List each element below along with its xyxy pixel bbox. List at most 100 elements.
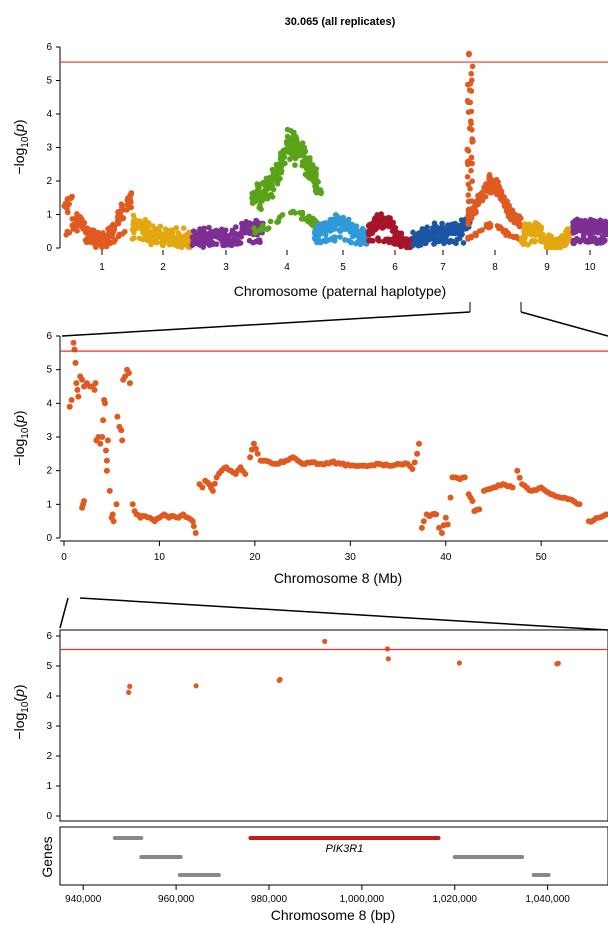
chr8-point bbox=[97, 440, 104, 447]
chr8-point bbox=[158, 513, 165, 519]
chr8-point bbox=[129, 501, 136, 508]
genome-point bbox=[416, 230, 422, 236]
genome-point bbox=[327, 228, 334, 234]
chr8-point bbox=[402, 460, 409, 467]
chr8-y-axis-label: −log10(p) bbox=[11, 410, 31, 465]
chr8-x-tick-label: 20 bbox=[249, 552, 261, 563]
genome-point bbox=[455, 222, 462, 229]
genome-point bbox=[507, 208, 514, 215]
genome-point bbox=[521, 231, 528, 237]
genome-point bbox=[485, 221, 492, 228]
genome-point bbox=[317, 223, 323, 229]
chr8-point bbox=[110, 518, 117, 525]
genome-point bbox=[95, 238, 102, 245]
genome-point bbox=[157, 223, 164, 230]
genome-point bbox=[138, 225, 144, 232]
genome-point bbox=[387, 237, 394, 243]
chr8-point bbox=[126, 380, 133, 387]
locus-y-tick-label: 4 bbox=[46, 691, 52, 702]
genome-point bbox=[586, 220, 592, 227]
genome-y-tick-label: 3 bbox=[46, 143, 52, 154]
genome-point bbox=[285, 141, 292, 147]
locus-point bbox=[322, 638, 328, 645]
chr8-point bbox=[278, 458, 285, 465]
genome-point bbox=[311, 230, 318, 236]
locus-x-tick-label: 980,000 bbox=[251, 894, 288, 905]
genome-point bbox=[535, 221, 542, 228]
figure-title: 30.065 (all replicates) bbox=[285, 16, 396, 28]
genome-chromosome-label: 7 bbox=[440, 262, 446, 273]
locus-y-tick-label: 6 bbox=[46, 631, 52, 642]
genome-point bbox=[317, 239, 324, 246]
genome-point bbox=[167, 236, 174, 242]
genome-point bbox=[332, 224, 338, 230]
genome-point bbox=[465, 109, 472, 115]
genome-point bbox=[244, 228, 250, 234]
genome-point bbox=[460, 240, 467, 246]
genome-point bbox=[159, 239, 165, 246]
genome-point bbox=[600, 237, 606, 244]
genome-point bbox=[348, 226, 355, 233]
chr8-point bbox=[535, 485, 542, 492]
chr8-point bbox=[392, 461, 399, 468]
genome-point bbox=[464, 146, 471, 153]
chr8-point bbox=[239, 468, 246, 474]
genome-manhattan-panel: 0 1 2 3 4 5 6 1 2 3 4 5 6 7 8 9 10 Chromosome (paternal … bbox=[11, 42, 608, 299]
genome-point bbox=[490, 184, 497, 191]
genome-point bbox=[85, 229, 92, 235]
genome-point bbox=[131, 223, 137, 229]
genome-point bbox=[322, 223, 329, 229]
genome-points bbox=[61, 50, 608, 251]
genome-point bbox=[467, 81, 474, 87]
genome-point bbox=[222, 227, 229, 233]
genome-point bbox=[431, 220, 438, 226]
genome-point bbox=[305, 169, 311, 175]
genome-point bbox=[337, 234, 343, 240]
genome-point bbox=[264, 186, 271, 192]
genome-point bbox=[571, 230, 577, 236]
zoom-connector-locus bbox=[59, 597, 608, 631]
genome-point bbox=[159, 232, 166, 239]
genome-point bbox=[313, 166, 320, 172]
genes-frame bbox=[59, 826, 608, 886]
locus-y-tick-label: 3 bbox=[46, 721, 52, 732]
genome-point bbox=[604, 221, 608, 228]
genome-chromosome-label: 5 bbox=[340, 262, 346, 273]
chr8-point bbox=[154, 515, 161, 522]
chr8-point bbox=[102, 400, 108, 407]
genome-point bbox=[88, 234, 94, 240]
locus-panel: 0 1 2 3 4 5 6 −log10(p) bbox=[11, 629, 608, 822]
genome-point bbox=[284, 126, 291, 133]
genome-point bbox=[176, 232, 182, 238]
chr8-x-tick-label: 50 bbox=[536, 552, 548, 563]
chr8-point bbox=[173, 514, 180, 521]
chr8-point bbox=[407, 463, 413, 470]
genome-point bbox=[441, 234, 448, 240]
genome-point bbox=[183, 238, 190, 244]
chr8-point bbox=[70, 339, 77, 346]
genome-point bbox=[465, 198, 472, 205]
chr8-point bbox=[208, 484, 214, 491]
genome-point bbox=[439, 229, 446, 236]
genome-point bbox=[83, 239, 90, 246]
genome-point bbox=[479, 227, 485, 233]
genome-point bbox=[551, 238, 558, 245]
genome-point bbox=[229, 227, 236, 234]
genome-point bbox=[149, 236, 156, 242]
genes-track: Genes PIK3R1 940,000 960,000 980,000 1,000,… bbox=[39, 826, 608, 923]
genome-point bbox=[288, 209, 294, 216]
genome-point bbox=[233, 224, 239, 230]
genome-point bbox=[131, 217, 137, 224]
locus-x-tick-label: 960,000 bbox=[158, 894, 195, 905]
chr8-point bbox=[438, 530, 445, 536]
chr8-y-tick-label: 1 bbox=[46, 499, 52, 510]
genome-point bbox=[139, 236, 146, 243]
locus-point bbox=[385, 656, 391, 662]
chr8-point bbox=[600, 512, 607, 519]
genome-point bbox=[595, 230, 601, 236]
genome-point bbox=[431, 228, 438, 235]
chr8-point bbox=[414, 450, 421, 457]
genome-point bbox=[180, 225, 187, 231]
genome-point bbox=[471, 210, 478, 217]
genome-point bbox=[320, 229, 327, 236]
